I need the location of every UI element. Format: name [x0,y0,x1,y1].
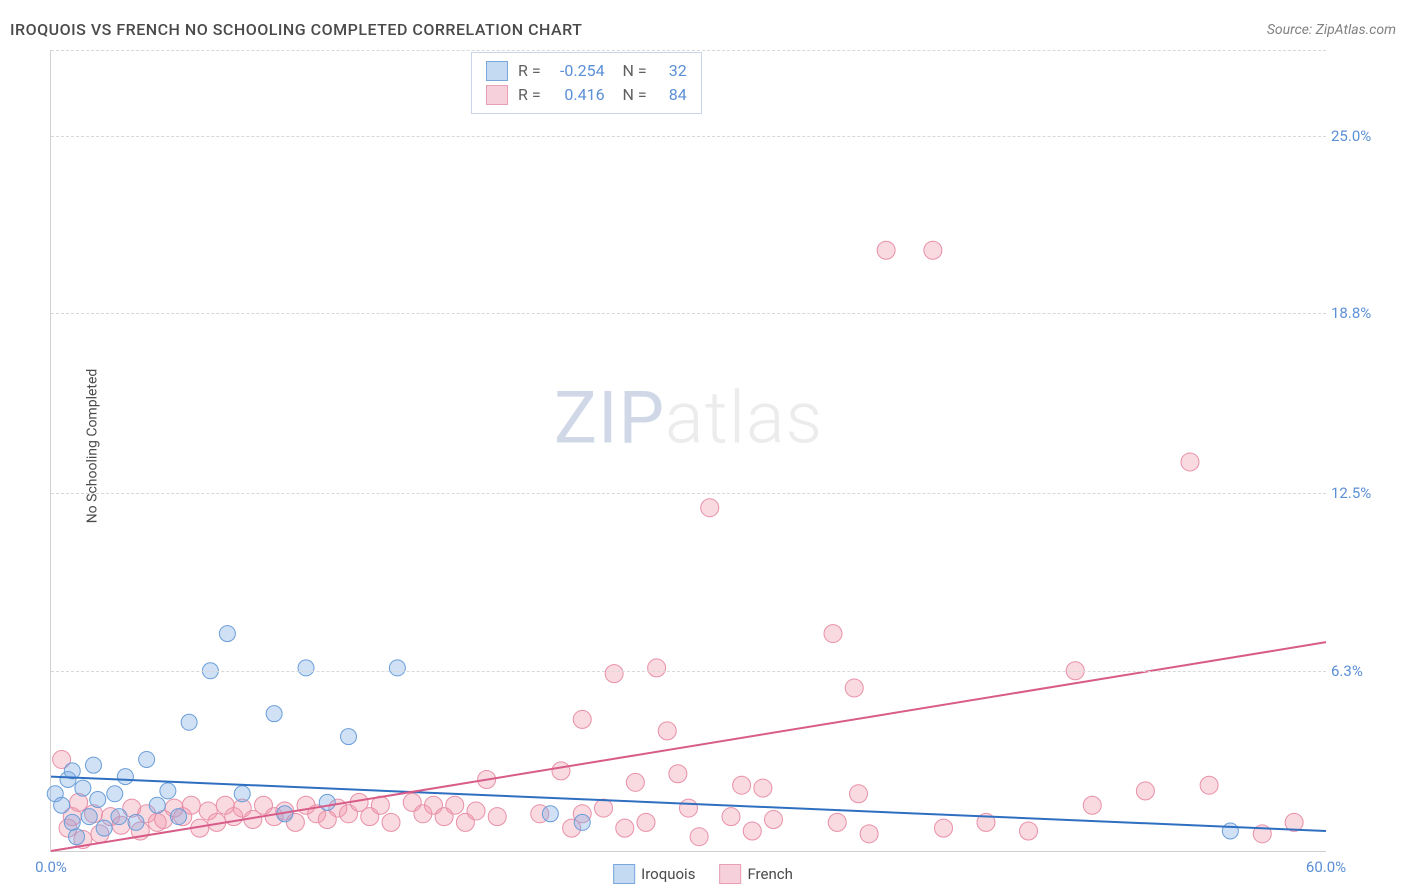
data-point [446,796,464,814]
data-point [648,659,666,677]
y-tick-label: 12.5% [1331,484,1401,502]
data-point [669,765,687,783]
data-point [877,241,895,259]
trend-line [51,642,1326,851]
legend-swatch [613,864,635,884]
data-point [574,814,590,830]
chart-title: IROQUOIS VS FRENCH NO SCHOOLING COMPLETE… [10,20,582,39]
data-point [75,780,91,796]
data-point [824,625,842,643]
data-point [722,808,740,826]
data-point [828,813,846,831]
data-point [90,792,106,808]
y-tick-label: 6.3% [1331,662,1401,680]
data-point [1200,776,1218,794]
data-point [626,773,644,791]
data-point [234,786,250,802]
data-point [341,729,357,745]
data-point [743,822,761,840]
y-tick-label: 25.0% [1331,127,1401,145]
data-point [181,714,197,730]
data-point [111,809,127,825]
gridline [51,671,1326,672]
data-point [382,813,400,831]
data-point [1181,453,1199,471]
gridline [51,136,1326,137]
data-point [616,819,634,837]
gridline [51,493,1326,494]
data-point [128,814,144,830]
gridline [51,313,1326,314]
data-point [595,799,613,817]
data-point [637,813,655,831]
data-point [1222,823,1238,839]
data-point [298,660,314,676]
data-point [389,660,405,676]
x-tick-label: 0.0% [35,858,67,876]
gridline [51,50,1326,51]
data-point [605,665,623,683]
data-point [1083,796,1101,814]
data-point [488,808,506,826]
legend-item: French [719,864,792,884]
data-point [107,786,123,802]
data-point [552,762,570,780]
data-point [1020,822,1038,840]
data-point [319,794,335,810]
data-point [467,802,485,820]
data-point [754,779,772,797]
legend-label: French [747,865,792,883]
data-point [69,829,85,845]
legend-label: Iroquois [641,865,695,883]
bottom-legend: Iroquois French [613,864,793,884]
scatter-svg [51,50,1326,851]
x-tick-label: 60.0% [1306,858,1346,876]
y-tick-label: 18.8% [1331,304,1401,322]
data-point [96,820,112,836]
data-point [845,679,863,697]
data-point [680,799,698,817]
data-point [81,809,97,825]
data-point [139,751,155,767]
data-point [573,710,591,728]
legend-swatch [719,864,741,884]
data-point [54,797,70,813]
data-point [860,825,878,843]
data-point [117,769,133,785]
data-point [86,757,102,773]
data-point [935,819,953,837]
source-label: Source: ZipAtlas.com [1267,22,1396,38]
data-point [924,241,942,259]
data-point [850,785,868,803]
chart-plot-area: ZIPatlas R =-0.254 N =32R =0.416 N =84 6… [50,50,1326,852]
legend-item: Iroquois [613,864,695,884]
data-point [149,797,165,813]
data-point [690,828,708,846]
data-point [765,811,783,829]
data-point [658,722,676,740]
data-point [64,814,80,830]
data-point [266,706,282,722]
data-point [219,626,235,642]
data-point [733,776,751,794]
data-point [171,809,187,825]
data-point [160,783,176,799]
data-point [1136,782,1154,800]
data-point [542,806,558,822]
data-point [701,499,719,517]
